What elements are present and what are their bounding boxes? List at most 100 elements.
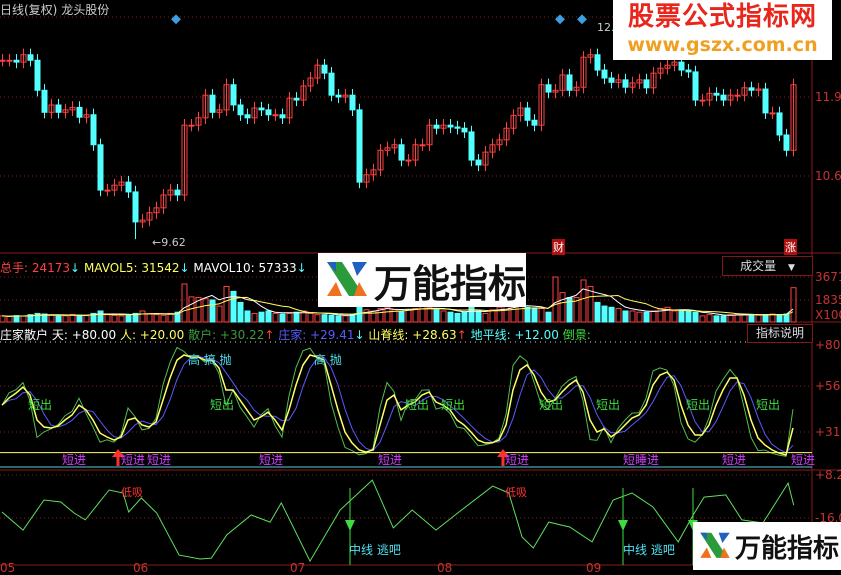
volume-bar: [202, 298, 209, 323]
candle-body: [223, 84, 230, 111]
volume-bar: [314, 314, 321, 323]
logo-watermark: 万能指标: [318, 253, 526, 307]
volume-bar: [139, 310, 146, 323]
x-axis-label: 06: [133, 561, 149, 575]
diamond-marker: [171, 14, 181, 25]
indicator-dropdown[interactable]: 成交量 ▼: [722, 256, 813, 276]
candle-body: [27, 54, 34, 61]
signal-escape: 中线 逃吧: [623, 543, 675, 557]
price-axis-label: 11.94: [815, 90, 841, 104]
indicator-help-button[interactable]: 指标说明: [747, 324, 813, 343]
candle-body: [643, 79, 650, 89]
volume-bar: [216, 305, 223, 323]
arrow-up-icon: [112, 449, 124, 457]
volume-bar: [48, 314, 55, 323]
volume-bar: [657, 308, 664, 323]
x-axis-label: 09: [586, 561, 602, 575]
period-label: 日线(复权): [0, 3, 58, 17]
volume-bar: [447, 311, 454, 323]
candle-body: [342, 94, 349, 98]
volume-bar: [13, 315, 20, 323]
volume-axis-label: X100: [815, 308, 841, 322]
signal-short-out: 短出: [405, 398, 430, 412]
volume-legend: 总手: 24173↓ MAVOL5: 31542↓ MAVOL10: 57333…: [0, 259, 307, 276]
volume-bar: [762, 314, 769, 323]
volume-bar: [230, 290, 237, 323]
arrow-down-icon: [618, 520, 628, 531]
volume-bar: [594, 301, 601, 323]
candle-body: [538, 84, 545, 126]
volume-bar: [335, 315, 342, 323]
candle-body: [580, 56, 587, 88]
x-axis-label: 05: [0, 561, 16, 575]
volume-bar: [251, 312, 258, 323]
diamond-marker: [577, 14, 587, 25]
volume-bar: [272, 312, 279, 323]
signal-short-out: 短出: [28, 398, 53, 412]
candle-body: [706, 92, 713, 101]
candle-body: [62, 109, 69, 113]
volume-bar: [125, 314, 132, 323]
candle-body: [216, 109, 223, 113]
candle-body: [587, 54, 594, 58]
finance-marker[interactable]: 财: [552, 239, 565, 255]
price-axis-label: 10.65: [815, 169, 841, 183]
signal-short-in: 短进: [147, 453, 172, 467]
volume-bar: [90, 312, 97, 323]
diamond-marker: [555, 14, 565, 25]
candle-body: [545, 84, 552, 93]
candle-body: [524, 107, 531, 121]
candle-body: [139, 219, 146, 223]
candle-body: [671, 61, 678, 66]
volume-bar: [685, 310, 692, 323]
chevron-down-icon: ▼: [787, 263, 795, 273]
candle-body: [727, 94, 734, 101]
signal-sell-high: 高 抛: [314, 353, 342, 367]
logo-icon: [700, 532, 730, 558]
candle-body: [475, 159, 482, 166]
volume-bar: [706, 314, 713, 323]
stock-name: 龙头股份: [61, 3, 110, 17]
candle-body: [174, 189, 181, 196]
candle-body: [608, 77, 615, 83]
zhuangjia-line: [1, 355, 794, 454]
signal-short-out: 短出: [596, 398, 621, 412]
candle-body: [566, 74, 573, 91]
dropdown-label: 成交量: [740, 259, 777, 273]
candle-body: [314, 64, 321, 79]
volume-bar: [545, 311, 552, 323]
candle-body: [531, 119, 538, 126]
candle-body: [573, 86, 580, 91]
low-price-label: ←9.62: [152, 236, 186, 249]
volume-axis-label: 1835: [815, 293, 841, 307]
legend-tian: 天: +80.00: [51, 328, 117, 342]
candle-body: [83, 114, 90, 118]
legend-ren: 人: +20.00: [119, 328, 185, 342]
candle-body: [202, 94, 209, 119]
candle-body: [790, 84, 797, 151]
signal-short-out: 短出: [210, 398, 235, 412]
volume-bar: [83, 315, 90, 323]
candle-body: [90, 114, 97, 146]
volume-bar: [97, 310, 104, 323]
mavol10-line: [1, 294, 794, 317]
candle-body: [489, 144, 496, 153]
candle-body: [41, 89, 48, 113]
ren-line: [1, 354, 794, 456]
candle-body: [146, 212, 153, 221]
candle-body: [181, 124, 188, 196]
candle-body: [552, 89, 559, 93]
limit-up-marker[interactable]: 涨: [784, 239, 797, 255]
arrow-up-icon: [497, 449, 509, 457]
volume-bar: [454, 312, 461, 323]
candle-body: [384, 147, 391, 151]
candle-body: [755, 88, 762, 91]
mavol5: MAVOL5: 31542: [83, 261, 180, 275]
candle-body: [0, 59, 6, 62]
volume-bar: [6, 315, 13, 323]
candle-body: [468, 131, 475, 161]
candle-body: [496, 139, 503, 146]
candle-body: [447, 124, 454, 128]
volume-bar: [426, 306, 433, 323]
